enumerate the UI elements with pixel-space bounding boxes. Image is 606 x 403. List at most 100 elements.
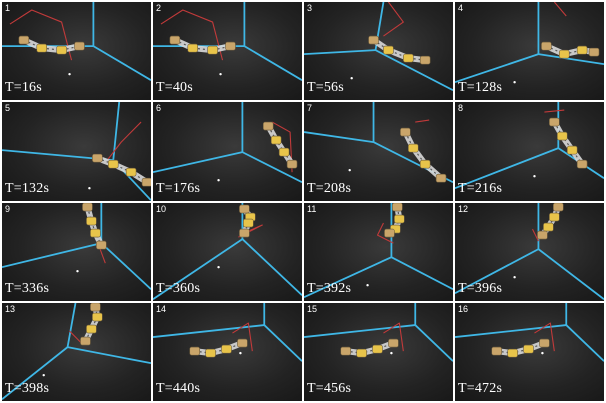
tether-cable xyxy=(106,121,142,161)
photo-frame: 13 T=398s xyxy=(2,302,151,401)
robot-scene-photo xyxy=(2,202,151,290)
floor-tape-line xyxy=(304,255,392,298)
photo-frame: 12 T=396s xyxy=(455,202,604,301)
floor-marker xyxy=(217,179,220,182)
floor-marker xyxy=(239,351,242,355)
frame-number: 10 xyxy=(156,203,167,214)
robot-module xyxy=(419,160,431,169)
robot-module xyxy=(239,228,250,237)
frame-number: 11 xyxy=(307,203,317,214)
robot-module xyxy=(372,344,383,354)
robot-module xyxy=(36,43,47,53)
floor-marker xyxy=(513,81,516,84)
floor-tape-line xyxy=(153,237,243,300)
floor-tape-line xyxy=(455,53,539,84)
robot-segment-joints xyxy=(541,206,559,235)
snake-robot-body xyxy=(82,303,101,344)
floor-tape-line xyxy=(538,53,604,66)
frame-number: 9 xyxy=(5,203,11,214)
robot-module xyxy=(243,218,254,227)
robot-module xyxy=(491,346,502,356)
robot-module xyxy=(394,214,405,223)
photo-frame: 9 T=336s xyxy=(2,202,151,301)
floor-tape-line xyxy=(242,151,302,184)
robot-module xyxy=(74,41,85,51)
floor-marker xyxy=(68,72,71,76)
robot-segment-joints xyxy=(97,157,148,183)
snake-robot-body xyxy=(370,37,429,64)
robot-module xyxy=(576,160,588,169)
frame-timestamp: T=208s xyxy=(307,180,352,196)
snake-robot-body xyxy=(493,339,548,356)
floor-tape-line xyxy=(241,237,302,296)
robot-module xyxy=(356,348,367,358)
robot-module xyxy=(435,174,447,183)
robot-module xyxy=(82,202,93,211)
robot-module xyxy=(221,344,232,354)
frame-timestamp: T=16s xyxy=(5,80,42,96)
floor-tape-line xyxy=(565,324,604,362)
robot-module xyxy=(543,222,554,231)
tether-cable xyxy=(98,246,106,263)
floor-tape-line xyxy=(391,255,453,290)
robot-scene-photo xyxy=(153,102,302,184)
robot-module xyxy=(239,204,250,213)
photo-frame: 4 T=128s xyxy=(455,2,604,101)
snake-robot-body xyxy=(20,37,83,54)
photo-frame: 8 T=216s xyxy=(455,102,604,201)
floor-tape-line xyxy=(455,323,567,338)
floor-marker xyxy=(350,76,353,80)
robot-module xyxy=(96,240,107,249)
tether-cable xyxy=(534,322,555,351)
floor-tape-line xyxy=(263,324,302,362)
frame-timestamp: T=398s xyxy=(5,381,50,396)
frame-number: 12 xyxy=(458,203,469,214)
floor-tape-line xyxy=(304,323,416,338)
frame-number: 6 xyxy=(156,103,162,114)
snake-robot-body xyxy=(342,339,397,356)
tether-cable xyxy=(9,9,73,61)
robot-module xyxy=(187,43,198,53)
robot-scene-photo xyxy=(2,302,151,400)
tether-cable xyxy=(531,228,539,241)
robot-module xyxy=(107,160,119,169)
robot-module xyxy=(559,49,570,59)
photo-frame: 6 T=176s xyxy=(153,102,302,201)
floor-tape-line xyxy=(100,241,151,290)
robot-module xyxy=(553,202,564,211)
robot-module xyxy=(576,45,588,55)
floor-marker xyxy=(541,351,544,355)
robot-module xyxy=(419,55,431,65)
frame-timestamp: T=360s xyxy=(156,280,201,296)
floor-marker xyxy=(533,175,536,178)
floor-tape-line xyxy=(2,241,102,268)
floor-marker xyxy=(513,275,516,278)
robot-module xyxy=(92,154,103,163)
robot-module xyxy=(225,41,236,51)
floor-marker xyxy=(42,373,45,377)
robot-scene-photo xyxy=(304,302,453,362)
robot-module xyxy=(537,230,548,239)
frame-number: 14 xyxy=(156,303,167,314)
tether-cable xyxy=(232,322,253,351)
robot-module xyxy=(539,338,550,348)
floor-tape-line xyxy=(375,49,453,92)
frame-number: 15 xyxy=(307,303,318,314)
frame-timestamp: T=176s xyxy=(156,180,201,196)
frame-timestamp: T=440s xyxy=(156,381,201,396)
floor-tape-line xyxy=(243,45,302,81)
snake-robot-body xyxy=(265,123,296,168)
robot-scene-photo xyxy=(304,202,453,298)
robot-scene-photo xyxy=(153,302,302,362)
frame-timestamp: T=56s xyxy=(307,80,344,96)
robot-module xyxy=(56,45,67,55)
snake-robot-body xyxy=(402,129,445,182)
robot-module xyxy=(384,228,395,237)
robot-segment-joints xyxy=(86,206,102,245)
robot-scene-photo xyxy=(2,2,151,81)
photo-frame: 11 T=392s xyxy=(304,202,453,301)
floor-marker xyxy=(348,169,351,172)
robot-module xyxy=(368,35,379,45)
floor-tape-line xyxy=(304,49,376,56)
